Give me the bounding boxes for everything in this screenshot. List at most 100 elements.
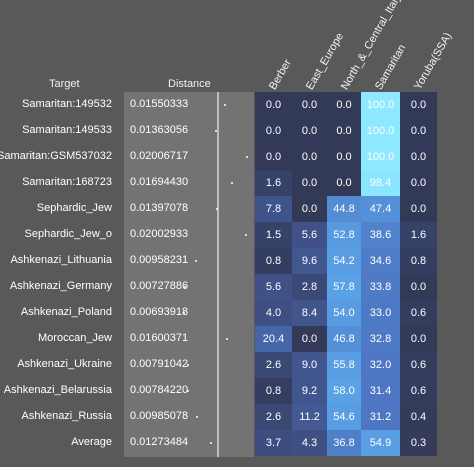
heatmap-cell: 0.0: [255, 118, 292, 144]
target-header: Target: [49, 78, 80, 90]
heatmap-cell: 0.6: [400, 300, 437, 326]
heatmap-cell: 1.6: [400, 222, 437, 248]
row-label: Average: [71, 436, 112, 448]
heatmap-cell: 54.9: [361, 430, 400, 456]
heatmap-cell: 0.6: [400, 378, 437, 404]
heatmap-cell: 0.0: [255, 92, 292, 118]
heatmap-cell: 0.0: [292, 92, 327, 118]
heatmap-cell: 31.4: [361, 378, 400, 404]
heatmap-cell: 11.2: [292, 404, 327, 430]
heatmap-cell: 32.0: [361, 352, 400, 378]
heatmap-cell: 44.8: [327, 196, 361, 222]
distance-dot: [195, 260, 198, 262]
heatmap-cell: 0.0: [327, 170, 361, 196]
heatmap-cell: 1.5: [255, 222, 292, 248]
distance-value: 0.00693918: [130, 306, 189, 318]
heatmap-cell: 54.0: [327, 300, 361, 326]
heatmap-cell: 54.6: [327, 404, 361, 430]
heatmap-cell: 3.7: [255, 430, 292, 456]
heatmap-cell: 0.0: [327, 118, 361, 144]
row-label: Ashkenazi_Russia: [21, 410, 113, 422]
row-label: Samaritan:149532: [22, 98, 112, 110]
heatmap-cell: 98.4: [361, 170, 400, 196]
distance-dot: [230, 182, 233, 184]
distance-value: 0.01550333: [130, 98, 189, 110]
heatmap-cell: 0.8: [255, 378, 292, 404]
distance-value: 0.00727886: [130, 280, 189, 292]
heatmap-cell: 58.0: [327, 378, 361, 404]
distance-panel: [124, 92, 254, 457]
row-label: Samaritan:GSM537032: [0, 150, 112, 162]
heatmap-cell: 31.2: [361, 404, 400, 430]
heatmap-cell: 4.0: [255, 300, 292, 326]
distance-dot: [226, 338, 229, 340]
distance-value: 0.00791042: [130, 358, 189, 370]
heatmap-cell: 0.0: [292, 326, 327, 352]
heatmap-cell: 34.6: [361, 248, 400, 274]
heatmap-cell: 54.2: [327, 248, 361, 274]
row-label: Ashkenazi_Poland: [20, 306, 112, 318]
heatmap-cell: 9.6: [292, 248, 327, 274]
row-label: Samaritan:149533: [22, 124, 112, 136]
heatmap-cell: 36.8: [327, 430, 361, 456]
distance-dot: [210, 442, 213, 444]
heatmap-cell: 0.0: [400, 144, 437, 170]
heatmap-cell: 100.0: [361, 144, 400, 170]
row-label: Ashkenazi_Lithuania: [10, 254, 112, 266]
distance-header: Distance: [168, 78, 211, 90]
distance-dot: [214, 130, 217, 132]
distance-value: 0.00958231: [130, 254, 189, 266]
heatmap-cell: 0.8: [400, 248, 437, 274]
heatmap-cell: 38.6: [361, 222, 400, 248]
distance-value: 0.02006717: [130, 150, 189, 162]
heatmap-cell: 0.0: [292, 196, 327, 222]
heatmap-cell: 0.0: [400, 118, 437, 144]
distance-dot: [186, 390, 189, 392]
distance-value: 0.01273484: [130, 436, 189, 448]
heatmap-cell: 0.0: [400, 170, 437, 196]
heatmap-cell: 55.8: [327, 352, 361, 378]
row-label: Ashkenazi_Belarussia: [3, 384, 112, 396]
distance-value: 0.01600371: [130, 332, 189, 344]
heatmap-cell: 0.0: [327, 92, 361, 118]
heatmap-cell: 32.8: [361, 326, 400, 352]
heatmap-cell: 0.6: [400, 352, 437, 378]
row-label: Ashkenazi_Ukraine: [17, 358, 112, 370]
heatmap-cell: 1.6: [255, 170, 292, 196]
heatmap-cell: 57.8: [327, 274, 361, 300]
heatmap-cell: 47.4: [361, 196, 400, 222]
heatmap-cell: 0.0: [255, 144, 292, 170]
heatmap-cell: 0.0: [292, 144, 327, 170]
column-header: Samaritan: [373, 42, 409, 92]
distance-dot: [223, 104, 226, 106]
heatmap-cell: 5.6: [292, 222, 327, 248]
distance-dot: [245, 234, 248, 236]
distance-separator: [217, 92, 219, 457]
distance-dot: [187, 364, 190, 366]
row-label: Sephardic_Jew: [36, 202, 112, 214]
row-label: Samaritan:168723: [22, 176, 112, 188]
heatmap-cell: 20.4: [255, 326, 292, 352]
heatmap-cell: 100.0: [361, 118, 400, 144]
heatmap-cell: 0.0: [400, 92, 437, 118]
heatmap-cell: 0.0: [292, 170, 327, 196]
heatmap-cell: 0.8: [255, 248, 292, 274]
heatmap-cell: 7.8: [255, 196, 292, 222]
distance-value: 0.02002933: [130, 228, 189, 240]
heatmap-cell: 2.6: [255, 404, 292, 430]
column-header: Yoruba(SSA): [412, 30, 455, 92]
heatmap-cell: 33.8: [361, 274, 400, 300]
heatmap-cell: 9.2: [292, 378, 327, 404]
heatmap-cell: 0.3: [400, 430, 437, 456]
distance-dot: [184, 286, 187, 288]
heatmap-cell: 8.4: [292, 300, 327, 326]
heatmap-cell: 100.0: [361, 92, 400, 118]
heatmap-cell: 9.0: [292, 352, 327, 378]
distance-value: 0.00784220: [130, 384, 189, 396]
row-label: Sephardic_Jew_o: [24, 228, 112, 240]
distance-value: 0.01694430: [130, 176, 189, 188]
heatmap-cell: 52.8: [327, 222, 361, 248]
heatmap-cell: 4.3: [292, 430, 327, 456]
column-header: Berber: [267, 57, 294, 92]
distance-dot: [196, 416, 199, 418]
